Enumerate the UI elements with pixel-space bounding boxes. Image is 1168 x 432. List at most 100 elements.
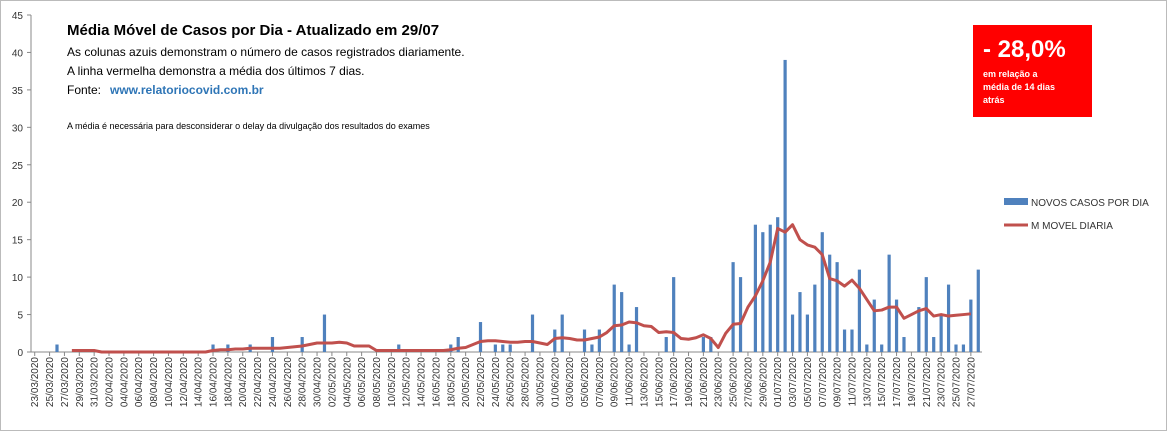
bar bbox=[211, 344, 215, 352]
bar bbox=[322, 314, 327, 352]
x-tick-label: 26/05/2020 bbox=[506, 357, 517, 407]
bar bbox=[865, 344, 869, 352]
x-tick-label: 04/05/2020 bbox=[342, 357, 353, 407]
x-tick-label: 14/05/2020 bbox=[417, 357, 428, 407]
x-tick-label: 15/07/2020 bbox=[877, 357, 888, 407]
x-tick-label: 03/06/2020 bbox=[565, 357, 576, 407]
y-tick-label: 30 bbox=[12, 123, 24, 134]
bar bbox=[612, 284, 616, 352]
bar bbox=[976, 269, 980, 352]
callout-value: - 28,0% bbox=[983, 36, 1066, 63]
x-tick-label: 21/06/2020 bbox=[699, 357, 710, 407]
bar bbox=[924, 277, 928, 352]
legend-swatch bbox=[1004, 198, 1028, 205]
x-tick-label: 01/07/2020 bbox=[773, 357, 784, 407]
x-tick-label: 17/07/2020 bbox=[892, 357, 903, 407]
bar bbox=[842, 329, 847, 352]
bar bbox=[731, 262, 735, 352]
x-tick-label: 25/03/2020 bbox=[45, 357, 56, 407]
x-tick-label: 03/07/2020 bbox=[788, 357, 799, 407]
x-tick-label: 27/03/2020 bbox=[60, 357, 71, 407]
bar bbox=[894, 299, 899, 352]
x-tick-label: 29/03/2020 bbox=[75, 357, 86, 407]
note: A média é necessária para desconsiderar … bbox=[67, 121, 430, 131]
x-tick-label: 11/06/2020 bbox=[625, 357, 636, 407]
y-tick-label: 10 bbox=[12, 273, 24, 284]
x-tick-label: 16/04/2020 bbox=[209, 357, 220, 407]
x-tick-label: 05/06/2020 bbox=[580, 357, 591, 407]
x-tick-label: 23/07/2020 bbox=[937, 357, 948, 407]
x-tick-label: 25/07/2020 bbox=[951, 357, 962, 407]
bar bbox=[634, 307, 639, 352]
x-tick-label: 10/05/2020 bbox=[387, 357, 398, 407]
x-tick-label: 08/04/2020 bbox=[149, 357, 160, 407]
x-tick-label: 20/05/2020 bbox=[461, 357, 472, 407]
bar bbox=[709, 337, 713, 352]
bar bbox=[828, 254, 832, 352]
callout-text: em relação a bbox=[983, 69, 1039, 79]
x-tick-label: 09/06/2020 bbox=[610, 357, 621, 407]
x-tick-label: 27/07/2020 bbox=[966, 357, 977, 407]
y-tick-label: 40 bbox=[12, 48, 24, 59]
bar bbox=[627, 344, 631, 352]
callout-text: média de 14 dias bbox=[983, 82, 1055, 92]
bar bbox=[560, 314, 564, 352]
bar bbox=[872, 299, 876, 352]
bar bbox=[783, 59, 787, 352]
bar bbox=[456, 337, 460, 352]
line bbox=[71, 223, 972, 354]
x-tick-label: 23/06/2020 bbox=[714, 357, 725, 407]
legend-label: NOVOS CASOS POR DIA bbox=[1031, 198, 1149, 209]
x-tick-label: 12/05/2020 bbox=[402, 357, 413, 407]
x-tick-label: 23/03/2020 bbox=[30, 357, 41, 407]
bar bbox=[55, 344, 59, 352]
x-tick-label: 06/04/2020 bbox=[134, 357, 145, 407]
x-tick-label: 16/05/2020 bbox=[431, 357, 442, 407]
x-tick-label: 20/04/2020 bbox=[238, 357, 249, 407]
bar bbox=[946, 284, 951, 352]
x-tick-label: 15/06/2020 bbox=[654, 357, 665, 407]
bar bbox=[620, 292, 624, 352]
bar bbox=[850, 329, 854, 352]
x-tick-label: 30/04/2020 bbox=[313, 357, 324, 407]
source-label: Fonte: bbox=[67, 83, 101, 97]
y-tick-label: 5 bbox=[17, 311, 23, 322]
x-tick-label: 22/05/2020 bbox=[476, 357, 487, 407]
chart-title: Média Móvel de Casos por Dia - Atualizad… bbox=[67, 22, 439, 39]
x-tick-label: 26/04/2020 bbox=[283, 357, 294, 407]
x-tick-label: 07/07/2020 bbox=[818, 357, 829, 407]
bar bbox=[501, 344, 505, 352]
x-tick-label: 06/05/2020 bbox=[357, 357, 368, 407]
x-tick-label: 24/04/2020 bbox=[268, 357, 279, 407]
x-tick-label: 01/06/2020 bbox=[550, 357, 561, 407]
bar bbox=[270, 337, 275, 352]
legend-label: M MOVEL DIARIA bbox=[1031, 221, 1113, 232]
bar bbox=[761, 232, 765, 352]
x-tick-label: 04/04/2020 bbox=[119, 357, 130, 407]
x-tick-label: 09/07/2020 bbox=[833, 357, 844, 407]
x-tick-label: 18/05/2020 bbox=[446, 357, 457, 407]
x-tick-label: 14/04/2020 bbox=[194, 357, 205, 407]
bar bbox=[397, 344, 401, 352]
bar bbox=[961, 344, 966, 352]
x-tick-label: 07/06/2020 bbox=[595, 357, 606, 407]
bar bbox=[553, 329, 557, 352]
x-tick-label: 13/07/2020 bbox=[862, 357, 873, 407]
x-tick-label: 08/05/2020 bbox=[372, 357, 383, 407]
subtitle: A linha vermelha demonstra a média dos ú… bbox=[67, 64, 365, 78]
bar bbox=[753, 224, 757, 352]
bar bbox=[969, 299, 973, 352]
bar bbox=[768, 224, 772, 352]
bar bbox=[887, 254, 891, 352]
x-tick-label: 18/04/2020 bbox=[223, 357, 234, 407]
y-tick-label: 15 bbox=[12, 236, 24, 247]
bar bbox=[805, 314, 810, 352]
bar bbox=[597, 329, 601, 352]
x-tick-label: 24/05/2020 bbox=[491, 357, 502, 407]
x-tick-label: 29/06/2020 bbox=[758, 357, 769, 407]
bar bbox=[902, 337, 906, 352]
bar bbox=[820, 232, 824, 352]
bar bbox=[478, 322, 483, 352]
